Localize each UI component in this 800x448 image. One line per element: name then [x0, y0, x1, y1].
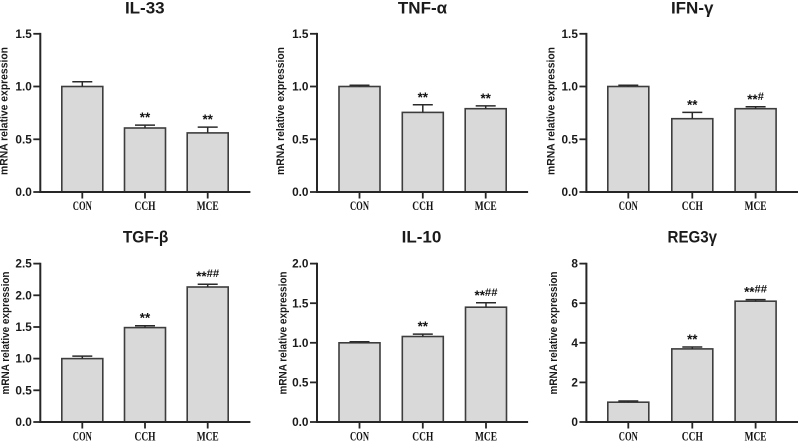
svg-text:1.0: 1.0 [561, 80, 578, 94]
svg-text:CCH: CCH [135, 430, 156, 444]
svg-text:mRNA relative expression: mRNA relative expression [0, 47, 11, 175]
svg-text:**: ** [418, 90, 429, 105]
svg-text:IFN-γ: IFN-γ [671, 0, 714, 17]
svg-text:1.5: 1.5 [561, 27, 578, 41]
svg-text:**: ** [140, 311, 151, 326]
svg-text:**##: **## [196, 268, 220, 284]
svg-text:**: ** [140, 110, 151, 125]
svg-text:**##: **## [744, 284, 768, 300]
svg-text:MCE: MCE [475, 199, 497, 213]
svg-text:CON: CON [619, 199, 638, 213]
svg-text:**: ** [202, 112, 213, 127]
svg-text:1.5: 1.5 [292, 27, 309, 41]
svg-text:TNF-α: TNF-α [398, 0, 448, 17]
svg-text:0.0: 0.0 [292, 185, 309, 199]
svg-text:CCH: CCH [412, 199, 433, 213]
svg-text:mRNA relative expression: mRNA relative expression [546, 47, 558, 175]
svg-text:0.5: 0.5 [15, 383, 32, 397]
svg-text:**##: **## [474, 287, 498, 303]
svg-text:CCH: CCH [682, 430, 703, 444]
svg-text:TGF-β: TGF-β [123, 228, 169, 247]
svg-text:1.0: 1.0 [15, 352, 32, 366]
svg-text:CON: CON [350, 430, 369, 444]
svg-text:**#: **# [747, 91, 764, 107]
svg-text:CON: CON [73, 430, 92, 444]
svg-text:CON: CON [350, 199, 369, 213]
svg-text:MCE: MCE [745, 199, 767, 213]
svg-text:mRNA relative expression: mRNA relative expression [275, 47, 287, 175]
svg-text:mRNA relative expression: mRNA relative expression [0, 271, 12, 394]
svg-text:IL-33: IL-33 [125, 0, 165, 17]
svg-text:0.0: 0.0 [15, 185, 32, 199]
svg-text:mRNA relative expression: mRNA relative expression [548, 271, 560, 394]
svg-text:0.0: 0.0 [292, 415, 309, 429]
svg-text:REG3γ: REG3γ [668, 228, 718, 247]
svg-text:0.5: 0.5 [15, 132, 32, 146]
svg-text:1.5: 1.5 [15, 27, 32, 41]
svg-text:4: 4 [571, 336, 578, 350]
svg-text:CCH: CCH [135, 199, 156, 213]
svg-text:1.0: 1.0 [292, 80, 309, 94]
svg-text:2.0: 2.0 [15, 288, 32, 302]
svg-text:CON: CON [73, 199, 92, 213]
svg-text:0.0: 0.0 [15, 415, 32, 429]
svg-text:1.0: 1.0 [292, 336, 309, 350]
svg-text:1.0: 1.0 [15, 80, 32, 94]
svg-text:0.5: 0.5 [292, 376, 309, 390]
svg-text:**: ** [687, 97, 698, 112]
svg-text:CON: CON [619, 430, 638, 444]
svg-text:6: 6 [571, 296, 578, 310]
svg-text:2.0: 2.0 [292, 257, 309, 271]
svg-text:**: ** [480, 91, 491, 106]
svg-text:**: ** [418, 319, 429, 334]
svg-text:0.0: 0.0 [561, 185, 578, 199]
svg-text:0.5: 0.5 [561, 132, 578, 146]
svg-text:0.5: 0.5 [292, 132, 309, 146]
svg-text:1.5: 1.5 [15, 320, 32, 334]
svg-text:1.5: 1.5 [292, 296, 309, 310]
svg-text:**: ** [687, 332, 698, 347]
svg-text:mRNA relative expression: mRNA relative expression [278, 271, 290, 394]
svg-text:CCH: CCH [412, 430, 433, 444]
svg-text:MCE: MCE [745, 430, 767, 444]
svg-text:0: 0 [571, 415, 578, 429]
svg-text:CCH: CCH [682, 199, 703, 213]
svg-text:8: 8 [571, 257, 578, 271]
svg-text:2.5: 2.5 [15, 257, 32, 271]
svg-text:MCE: MCE [475, 430, 497, 444]
svg-text:MCE: MCE [197, 199, 219, 213]
svg-text:IL-10: IL-10 [402, 228, 442, 247]
svg-text:MCE: MCE [197, 430, 219, 444]
svg-text:2: 2 [571, 376, 578, 390]
